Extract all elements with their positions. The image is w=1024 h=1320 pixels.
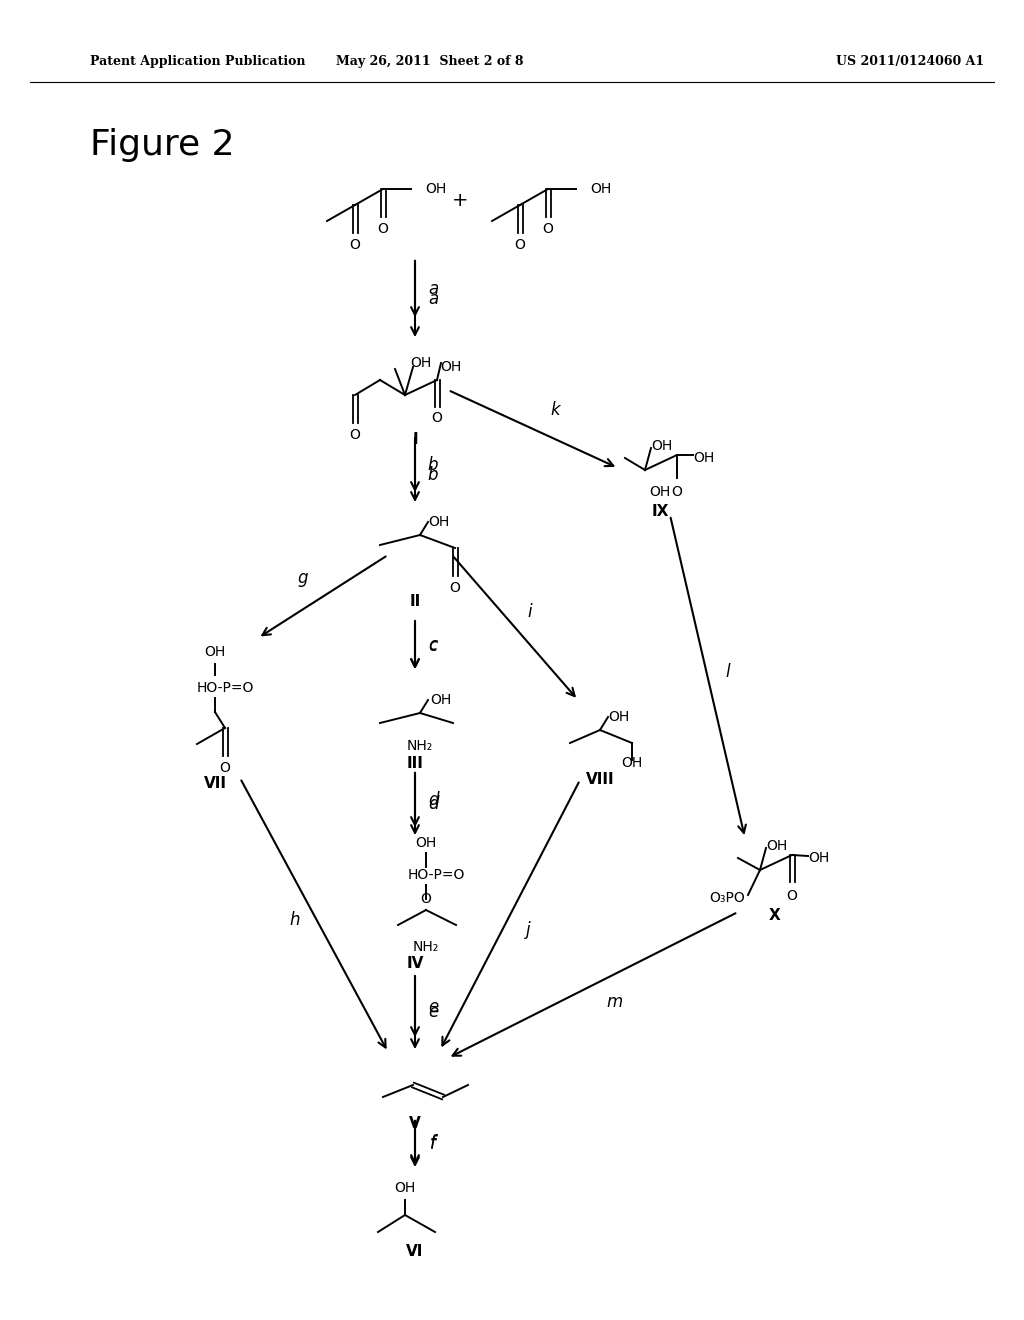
Text: e: e — [428, 998, 438, 1016]
Text: O: O — [543, 222, 553, 236]
Text: O: O — [786, 888, 798, 903]
Text: OH: OH — [808, 851, 829, 865]
Text: OH: OH — [693, 451, 715, 465]
Text: OH: OH — [590, 182, 611, 195]
Text: OH: OH — [428, 515, 450, 529]
Text: OH: OH — [205, 645, 225, 659]
Text: d: d — [428, 791, 438, 809]
Text: Patent Application Publication: Patent Application Publication — [90, 55, 305, 69]
Text: O: O — [431, 411, 442, 425]
Text: HO-P=O: HO-P=O — [197, 681, 254, 696]
Text: OH: OH — [430, 693, 452, 708]
Text: h: h — [290, 911, 300, 929]
Text: OH: OH — [608, 710, 630, 723]
Text: c: c — [428, 638, 437, 655]
Text: i: i — [527, 603, 532, 620]
Text: O: O — [421, 892, 431, 906]
Text: O: O — [219, 762, 230, 775]
Text: NH₂: NH₂ — [413, 940, 439, 954]
Text: a: a — [428, 290, 438, 308]
Text: III: III — [407, 755, 424, 771]
Text: NH₂: NH₂ — [407, 739, 433, 752]
Text: l: l — [726, 663, 730, 681]
Text: m: m — [607, 993, 624, 1011]
Text: f: f — [430, 1134, 436, 1152]
Text: j: j — [525, 921, 530, 939]
Text: OH: OH — [394, 1181, 416, 1195]
Text: a: a — [428, 280, 438, 298]
Text: V: V — [410, 1115, 421, 1130]
Text: O: O — [515, 238, 525, 252]
Text: OH: OH — [651, 440, 672, 453]
Text: k: k — [550, 401, 560, 418]
Text: O: O — [450, 581, 461, 595]
Text: g: g — [298, 569, 308, 587]
Text: II: II — [410, 594, 421, 610]
Text: OH: OH — [649, 484, 671, 499]
Text: IX: IX — [651, 504, 669, 520]
Text: OH: OH — [440, 360, 461, 374]
Text: OH: OH — [416, 836, 436, 850]
Text: HO-P=O: HO-P=O — [408, 869, 465, 882]
Text: d: d — [428, 795, 438, 813]
Text: O: O — [378, 222, 388, 236]
Text: O: O — [349, 428, 360, 442]
Text: OH: OH — [410, 356, 431, 370]
Text: b: b — [428, 466, 438, 484]
Text: O₃PO: O₃PO — [710, 891, 745, 906]
Text: f: f — [430, 1135, 436, 1152]
Text: X: X — [769, 908, 781, 923]
Text: VII: VII — [204, 776, 226, 792]
Text: e: e — [428, 1003, 438, 1020]
Text: May 26, 2011  Sheet 2 of 8: May 26, 2011 Sheet 2 of 8 — [336, 55, 523, 69]
Text: OH: OH — [622, 756, 643, 770]
Text: I: I — [413, 433, 418, 447]
Text: VI: VI — [407, 1245, 424, 1259]
Text: O: O — [672, 484, 682, 499]
Text: Figure 2: Figure 2 — [90, 128, 234, 162]
Text: IV: IV — [407, 956, 424, 970]
Text: O: O — [349, 238, 360, 252]
Text: US 2011/0124060 A1: US 2011/0124060 A1 — [836, 55, 984, 69]
Text: OH: OH — [425, 182, 446, 195]
Text: c: c — [428, 636, 437, 653]
Text: b: b — [428, 455, 438, 474]
Text: +: + — [452, 190, 468, 210]
Text: VIII: VIII — [586, 772, 614, 788]
Text: OH: OH — [766, 840, 787, 853]
